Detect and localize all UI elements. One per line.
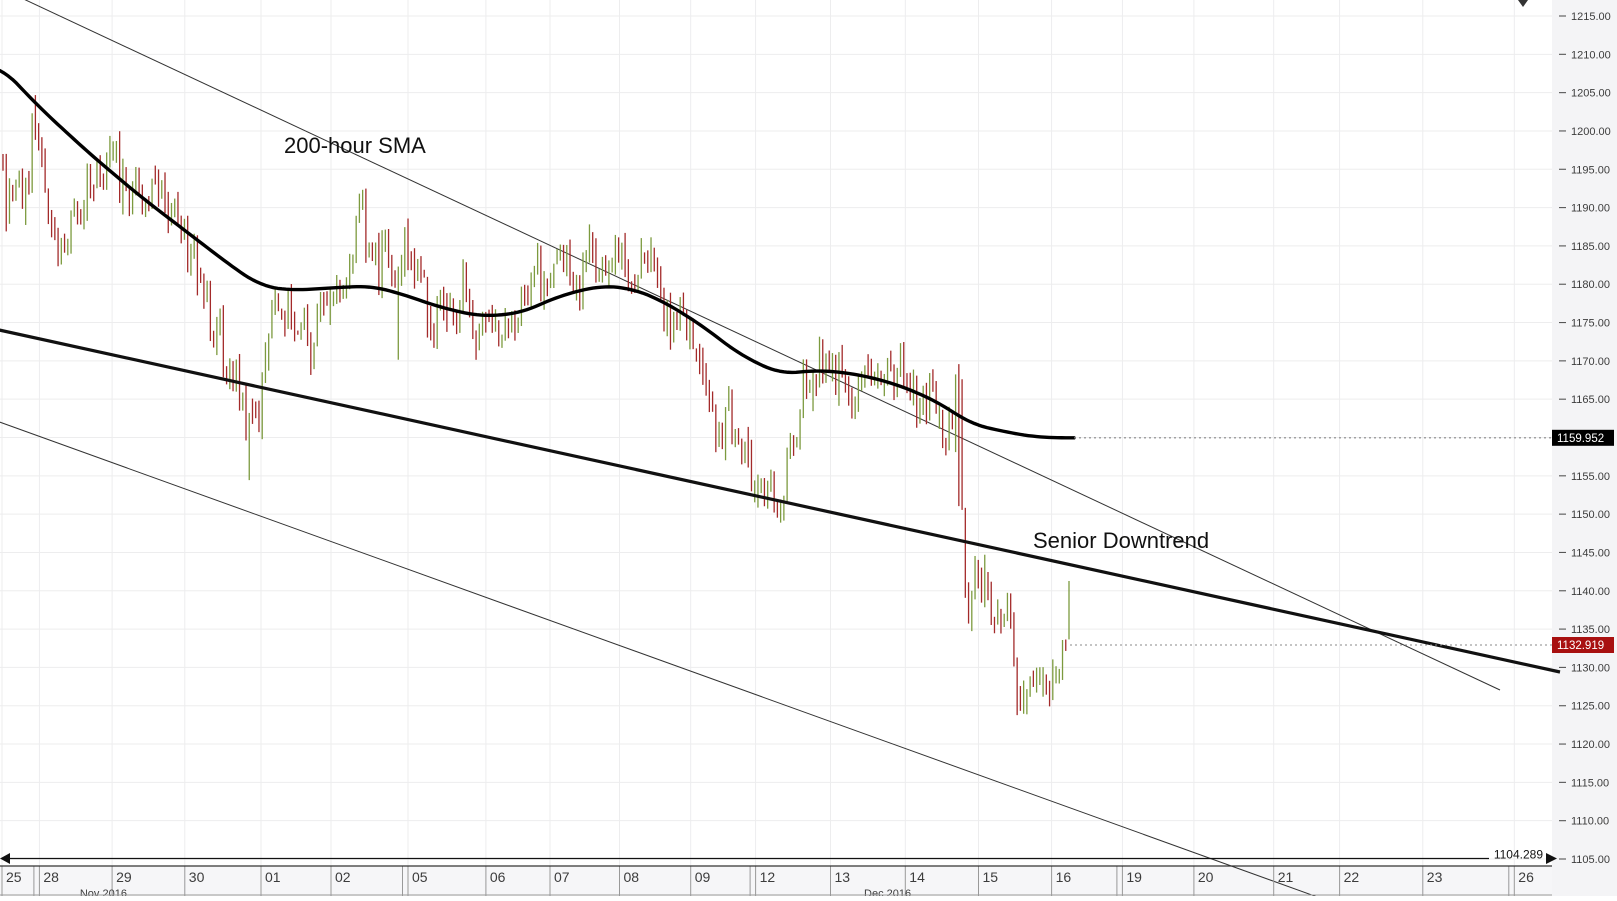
svg-text:1200.00: 1200.00	[1571, 126, 1611, 138]
svg-text:1175.00: 1175.00	[1571, 318, 1610, 330]
svg-text:01: 01	[265, 869, 281, 885]
svg-text:15: 15	[983, 869, 999, 885]
svg-text:1165.00: 1165.00	[1571, 394, 1610, 406]
svg-text:1210.00: 1210.00	[1571, 49, 1611, 61]
svg-text:1159.952: 1159.952	[1557, 433, 1604, 445]
svg-text:07: 07	[554, 869, 570, 885]
svg-text:02: 02	[335, 869, 351, 885]
svg-text:06: 06	[490, 869, 506, 885]
svg-text:1170.00: 1170.00	[1571, 356, 1610, 368]
svg-text:1195.00: 1195.00	[1571, 164, 1610, 176]
svg-text:1190.00: 1190.00	[1571, 203, 1610, 215]
svg-text:23: 23	[1427, 869, 1443, 885]
svg-text:1104.289: 1104.289	[1494, 848, 1543, 862]
svg-text:1180.00: 1180.00	[1571, 279, 1610, 291]
svg-text:19: 19	[1126, 869, 1142, 885]
svg-text:1185.00: 1185.00	[1571, 241, 1610, 253]
svg-text:1130.00: 1130.00	[1571, 662, 1610, 674]
svg-text:13: 13	[835, 869, 851, 885]
svg-text:20: 20	[1198, 869, 1214, 885]
svg-text:1132.919: 1132.919	[1557, 640, 1604, 652]
svg-text:1120.00: 1120.00	[1571, 739, 1610, 751]
svg-text:22: 22	[1344, 869, 1360, 885]
svg-text:1215.00: 1215.00	[1571, 11, 1611, 23]
svg-text:28: 28	[43, 869, 59, 885]
svg-text:1205.00: 1205.00	[1571, 88, 1611, 100]
svg-text:1145.00: 1145.00	[1571, 547, 1610, 559]
svg-text:30: 30	[189, 869, 205, 885]
svg-text:08: 08	[624, 869, 640, 885]
svg-text:Senior Downtrend: Senior Downtrend	[1033, 528, 1209, 553]
svg-text:29: 29	[116, 869, 132, 885]
svg-text:25: 25	[6, 869, 22, 885]
svg-text:16: 16	[1056, 869, 1072, 885]
svg-text:1110.00: 1110.00	[1571, 816, 1609, 828]
svg-text:09: 09	[695, 869, 711, 885]
svg-text:1115.00: 1115.00	[1571, 777, 1609, 789]
svg-text:05: 05	[412, 869, 428, 885]
svg-text:1125.00: 1125.00	[1571, 701, 1610, 713]
svg-text:1150.00: 1150.00	[1571, 509, 1610, 521]
svg-text:1140.00: 1140.00	[1571, 586, 1610, 598]
svg-text:1135.00: 1135.00	[1571, 624, 1610, 636]
svg-text:21: 21	[1278, 869, 1294, 885]
svg-text:1105.00: 1105.00	[1571, 854, 1610, 866]
svg-text:26: 26	[1518, 869, 1534, 885]
svg-text:200-hour SMA: 200-hour SMA	[284, 133, 426, 158]
svg-text:1155.00: 1155.00	[1571, 471, 1610, 483]
svg-text:12: 12	[760, 869, 776, 885]
svg-text:14: 14	[909, 869, 925, 885]
